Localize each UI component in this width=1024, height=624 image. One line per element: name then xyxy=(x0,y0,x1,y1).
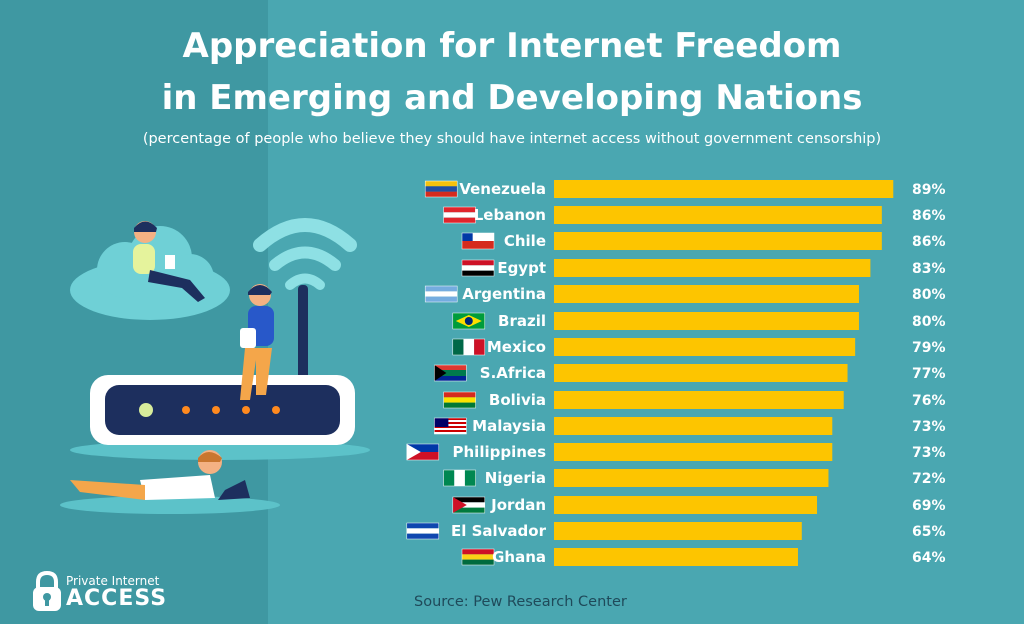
flag-egypt-icon xyxy=(461,259,495,277)
value-label: 86% xyxy=(912,234,946,250)
flag-nigeria-icon xyxy=(443,469,476,487)
bar-egypt xyxy=(554,259,871,277)
value-label: 69% xyxy=(912,498,946,514)
country-label: El Salvador xyxy=(451,522,547,540)
bar-jordan xyxy=(554,496,818,514)
value-labels: 89% 86% 86% 83% 80% 80% 79% 77% 76% 73% 73% 72% 69% 6… xyxy=(912,182,946,566)
country-label: Ghana xyxy=(492,548,546,566)
country-label: Malaysia xyxy=(472,417,546,435)
flag-mexico-icon xyxy=(452,338,486,356)
flag-el-salvador-icon xyxy=(406,522,440,540)
bar-lebanon xyxy=(554,206,882,224)
flag-bolivia-icon xyxy=(443,391,476,409)
bar-philippines xyxy=(554,443,833,461)
person-on-cloud-icon xyxy=(133,221,205,302)
bar-ghana xyxy=(554,548,798,566)
bar-bolivia xyxy=(554,391,844,409)
chart-title-line2: in Emerging and Developing Nations xyxy=(161,78,863,118)
flag-venezuela-icon xyxy=(424,180,458,198)
value-label: 72% xyxy=(912,471,946,487)
cloud-icon xyxy=(70,226,230,320)
bar-nigeria xyxy=(554,469,829,487)
value-label: 64% xyxy=(912,550,946,566)
value-label: 76% xyxy=(912,393,946,409)
country-label: Lebanon xyxy=(474,206,546,224)
value-label: 79% xyxy=(912,340,946,356)
chart-subtitle: (percentage of people who believe they s… xyxy=(142,131,882,147)
bar-s-africa xyxy=(554,364,848,382)
bar-el-salvador xyxy=(554,522,802,540)
country-label: S.Africa xyxy=(480,364,546,382)
flag-argentina-icon xyxy=(424,285,458,303)
value-label: 65% xyxy=(912,524,946,540)
flag-chile-icon xyxy=(461,232,495,250)
country-label: Nigeria xyxy=(485,469,546,487)
country-label: Venezuela xyxy=(459,180,546,198)
bar-chile xyxy=(554,232,882,250)
value-label: 77% xyxy=(912,366,946,382)
flag-malaysia-icon xyxy=(434,417,467,435)
value-label: 80% xyxy=(912,314,946,330)
flags-layer xyxy=(406,180,495,566)
bar-brazil xyxy=(554,312,859,330)
flag-ghana-icon xyxy=(461,548,495,566)
country-label: Chile xyxy=(504,232,546,250)
bar-argentina xyxy=(554,285,859,303)
value-label: 80% xyxy=(912,287,946,303)
flag-brazil-icon xyxy=(452,312,486,330)
country-label: Egypt xyxy=(497,259,546,277)
value-label: 89% xyxy=(912,182,946,198)
router-icon xyxy=(90,375,355,445)
value-label: 86% xyxy=(912,208,946,224)
bar-venezuela xyxy=(554,180,894,198)
person-on-router-icon xyxy=(240,284,274,400)
country-label: Mexico xyxy=(487,338,546,356)
brand-name-small: Private Internet xyxy=(66,574,160,588)
flag-lebanon-icon xyxy=(443,206,476,224)
router-illustration xyxy=(60,218,370,514)
padlock-logo-icon xyxy=(33,570,61,611)
wifi-icon xyxy=(253,218,357,290)
chart-title-line1: Appreciation for Internet Freedom xyxy=(182,26,842,66)
country-label: Brazil xyxy=(498,312,546,330)
country-labels: Venezuela Lebanon Chile Egypt Argentina Brazi… xyxy=(451,180,547,566)
country-label: Jordan xyxy=(490,496,546,514)
value-label: 73% xyxy=(912,445,946,461)
country-label: Bolivia xyxy=(489,391,546,409)
flag-s-africa-icon xyxy=(434,364,467,382)
bar-malaysia xyxy=(554,417,833,435)
brand-name-big: ACCESS xyxy=(66,586,168,611)
bars-layer xyxy=(554,180,894,566)
value-label: 83% xyxy=(912,261,946,277)
country-label: Philippines xyxy=(453,443,547,461)
country-label: Argentina xyxy=(462,285,546,303)
flag-philippines-icon xyxy=(406,443,440,461)
person-with-laptop-icon xyxy=(70,450,250,500)
source-note: Source: Pew Research Center xyxy=(414,594,627,610)
value-label: 73% xyxy=(912,419,946,435)
flag-jordan-icon xyxy=(452,496,486,514)
bar-mexico xyxy=(554,338,856,356)
